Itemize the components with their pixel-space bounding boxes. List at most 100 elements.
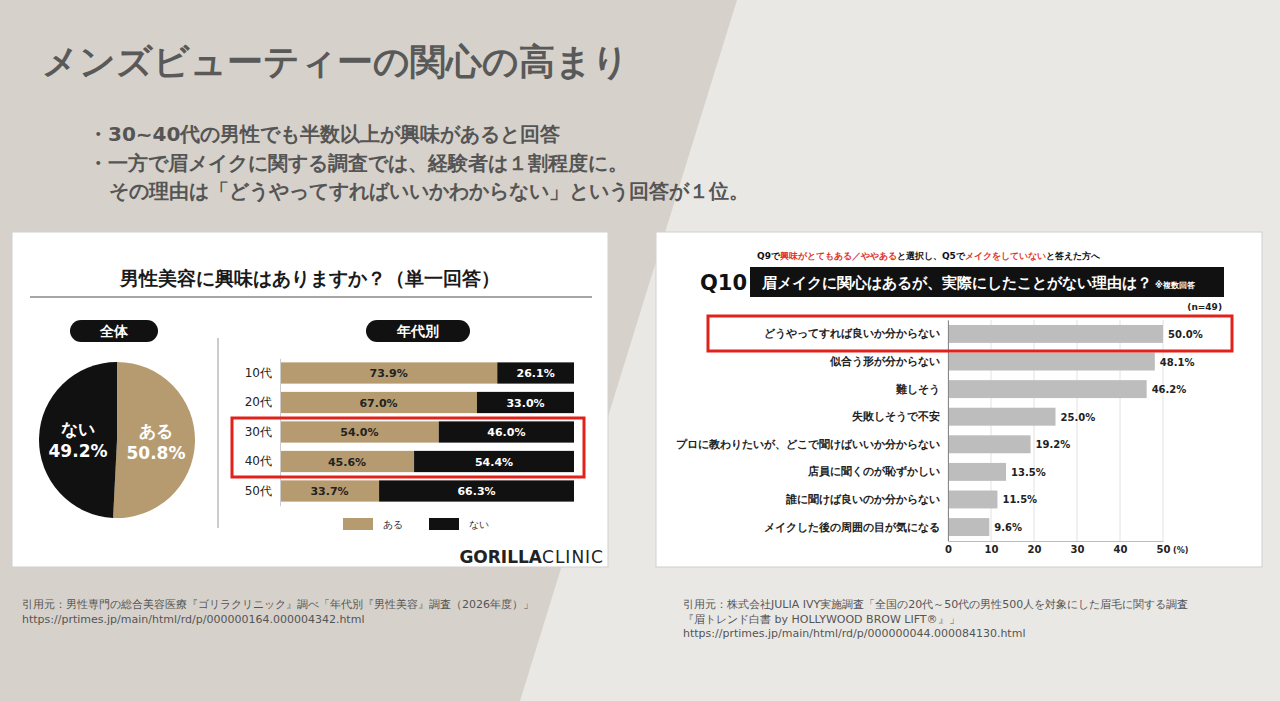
bars (280, 362, 574, 501)
brand: GORILLACLINIC (459, 547, 604, 567)
slice-value: 49.2% (49, 441, 108, 461)
bar-segment (280, 480, 379, 501)
background (0, 0, 1280, 701)
bar-label: 48.1% (1160, 357, 1195, 368)
chart-title: 眉メイクに関心はあるが、実際にしたことがない理由は？※複数回答 (761, 274, 1196, 292)
grid-line (1163, 320, 1164, 541)
grid (948, 320, 1163, 541)
tick: 20 (1028, 544, 1042, 555)
tick-label: 20代 (245, 395, 272, 409)
bullet-text: その理由は「どうやってすればいいかわからない」という回答が１位。 (109, 179, 749, 203)
tick-label: 50代 (245, 484, 272, 498)
bar-label: 19.2% (1036, 439, 1071, 450)
title-rule (30, 296, 592, 298)
n-label: (n=49) (1187, 302, 1222, 312)
bar-label: 67.0% (359, 397, 397, 410)
tick-label: 失敗しそうで不安 (852, 410, 940, 423)
bar-label: 54.0% (340, 426, 378, 439)
bar-segment (497, 362, 574, 383)
question-label: Q10 (700, 271, 747, 295)
legend-swatch (429, 518, 459, 530)
tick: 30代 (245, 425, 272, 439)
axis-line (949, 541, 1164, 542)
tick-label: 難しそう (895, 383, 940, 396)
brand-part: CLINIC (542, 547, 604, 567)
bullet-text: ・一方で眉メイクに関する調査では、経験者は１割程度に。 (88, 151, 628, 175)
tick-label: プロに教わりたいが、どこで聞けばいいか分からない (676, 438, 940, 451)
data-labels: 50.0%48.1%46.2%25.0%19.2%13.5%11.5%9.6% (994, 329, 1202, 533)
x-axis: 0 10 20 30 40 50 (945, 542, 1170, 556)
tick: 誰に聞けば良いのか分からない (785, 493, 940, 506)
pill-label: 年代別 (396, 323, 439, 339)
grid-line (948, 320, 949, 541)
tick: 40代 (245, 454, 272, 468)
bar-label: 33.0% (506, 397, 544, 410)
bar (948, 353, 1155, 371)
subtitle-part: 興味がとてもある／ややある (779, 251, 897, 261)
bar-label: 25.0% (1061, 412, 1096, 423)
source-text: https://prtimes.jp/main/html/rd/p/000000… (22, 613, 364, 626)
bar (948, 380, 1147, 398)
title-box (750, 267, 1224, 297)
pill (70, 320, 158, 342)
bar (948, 435, 1031, 453)
tick: 失敗しそうで不安 (852, 410, 940, 423)
slide-title: メンズビューティーの関心の高まり (42, 41, 629, 82)
legend-swatch (343, 518, 373, 530)
panel-title: 男性美容に興味はありますか？（単一回答） (119, 267, 500, 289)
bar-segment (477, 392, 574, 413)
tick-label: 店員に聞くのが恥ずかしい (807, 465, 940, 478)
subtitle-part: メイクをしていない (965, 251, 1046, 261)
tick: 10 (985, 544, 999, 555)
highlight-box (708, 316, 1232, 351)
tick: 20代 (245, 395, 272, 409)
tick-label: 30 (1071, 544, 1085, 555)
tick-label: 40 (1114, 544, 1128, 555)
axis-line (948, 321, 949, 542)
tick: 0 (945, 544, 952, 555)
tick: 10代 (245, 366, 272, 380)
tick: 40 (1114, 544, 1128, 555)
bar-label: 73.9% (370, 367, 408, 380)
tick: 50 (1157, 544, 1171, 555)
slice-label: ない (61, 419, 95, 439)
bullet-text: ・30~40代の男性でも半数以上が興味があると回答 (88, 122, 560, 146)
tick: プロに教わりたいが、どこで聞けばいいか分からない (676, 438, 940, 451)
background-band (0, 0, 737, 701)
bar-segment (439, 421, 574, 442)
pie-slice (113, 362, 195, 518)
tick-label: 50 (1157, 544, 1171, 555)
tick-label: 30代 (245, 425, 272, 439)
bar (948, 463, 1006, 481)
separator (218, 338, 219, 528)
tick: メイクした後の周囲の目が気になる (764, 521, 940, 534)
highlight-box (232, 418, 584, 477)
bar-label: 54.4% (475, 456, 513, 469)
tick-label: 0 (945, 544, 952, 555)
legend-label: ない (469, 519, 489, 530)
bar-label: 11.5% (1002, 494, 1037, 505)
bar-label: 26.1% (517, 367, 555, 380)
source-text: 『眉トレンド白書 by HOLLYWOOD BROW LIFT®』」 (683, 613, 960, 626)
panel (12, 232, 608, 567)
bar-label: 46.0% (487, 426, 525, 439)
bar-label: 46.2% (1152, 384, 1187, 395)
tick-label: メイクした後の周囲の目が気になる (764, 521, 940, 534)
pie: ある50.8% ない49.2% (39, 362, 195, 518)
slide: メンズビューティーの関心の高まり・30~40代の男性でも半数以上が興味があると回… (0, 0, 1280, 701)
legend: あるない (343, 518, 489, 530)
source-text: https://prtimes.jp/main/html/rd/p/000000… (683, 627, 1025, 640)
bar-segment (280, 421, 439, 442)
source-text: 引用元：男性専門の総合美容医療『ゴリラクリニック』調べ「年代別『男性美容』調査（… (22, 598, 534, 611)
slice-value: 50.8% (126, 443, 185, 463)
bar-label: 50.0% (1168, 329, 1203, 340)
bar-segment (280, 362, 497, 383)
bar (948, 408, 1056, 426)
y-axis: 10代 20代 30代 40代 50代 (245, 359, 281, 507)
pie-slice (39, 362, 117, 518)
tick-label: 似合う形が分からない (829, 355, 940, 368)
source-text: 引用元：株式会社JULIA IVY実施調査「全国の20代～50代の男性500人を… (683, 598, 1188, 611)
tick-label: 10 (985, 544, 999, 555)
slice-label: ある (139, 421, 173, 441)
axis-line (280, 359, 281, 507)
